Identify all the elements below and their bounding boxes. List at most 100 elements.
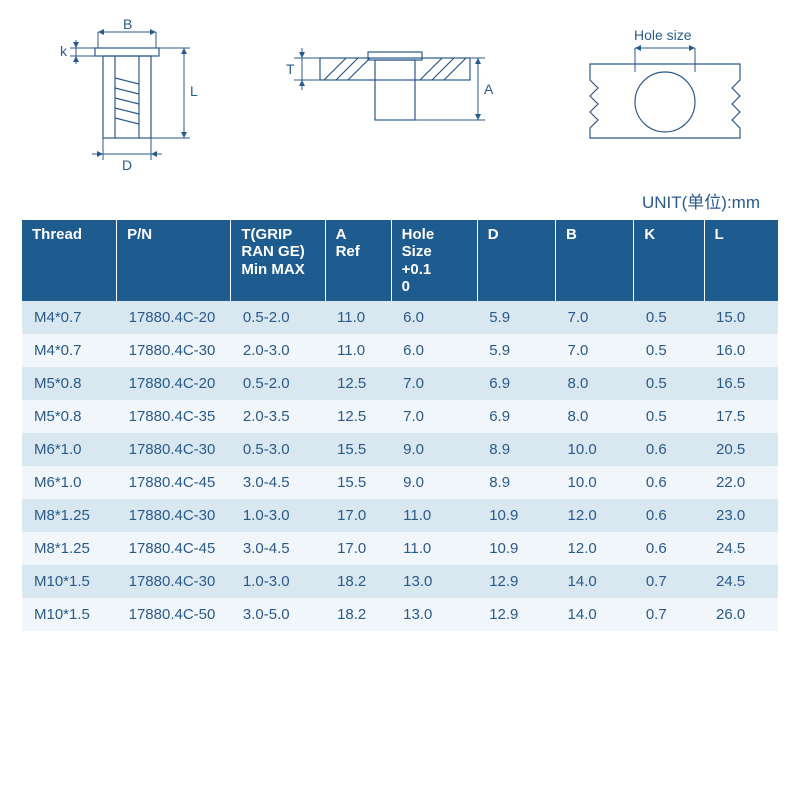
- table-cell: M5*0.8: [22, 400, 117, 433]
- table-row: M10*1.517880.4C-503.0-5.018.213.012.914.…: [22, 598, 778, 631]
- table-cell: 0.6: [634, 433, 704, 466]
- spec-table-wrap: Thread P/N T(GRIPRAN GE)Min MAX ARef Hol…: [22, 220, 778, 631]
- table-cell: 0.5-3.0: [231, 433, 325, 466]
- table-cell: 15.5: [325, 433, 391, 466]
- table-cell: 3.0-4.5: [231, 532, 325, 565]
- table-row: M8*1.2517880.4C-453.0-4.517.011.010.912.…: [22, 532, 778, 565]
- table-row: M6*1.017880.4C-300.5-3.015.59.08.910.00.…: [22, 433, 778, 466]
- col-b: B: [556, 220, 634, 301]
- col-thread: Thread: [22, 220, 117, 301]
- table-cell: M8*1.25: [22, 532, 117, 565]
- table-cell: 0.7: [634, 598, 704, 631]
- diagram-middle: T A: [280, 18, 500, 178]
- table-cell: 10.9: [477, 532, 555, 565]
- table-cell: 17880.4C-45: [117, 532, 231, 565]
- table-cell: 5.9: [477, 334, 555, 367]
- table-cell: 17880.4C-45: [117, 466, 231, 499]
- label-A: A: [484, 81, 494, 97]
- table-cell: 2.0-3.5: [231, 400, 325, 433]
- diagram-right-svg: Hole size: [570, 18, 760, 178]
- table-cell: 6.9: [477, 400, 555, 433]
- unit-label: UNIT(单位):mm: [642, 188, 760, 213]
- table-cell: 2.0-3.0: [231, 334, 325, 367]
- table-cell: 8.9: [477, 433, 555, 466]
- table-cell: 8.0: [556, 400, 634, 433]
- table-cell: 1.0-3.0: [231, 499, 325, 532]
- table-cell: 0.5: [634, 334, 704, 367]
- table-row: M10*1.517880.4C-301.0-3.018.213.012.914.…: [22, 565, 778, 598]
- table-cell: 7.0: [556, 334, 634, 367]
- table-cell: 7.0: [391, 367, 477, 400]
- table-cell: 6.0: [391, 301, 477, 334]
- table-cell: 12.9: [477, 598, 555, 631]
- label-k: k: [60, 43, 68, 59]
- table-cell: 16.0: [704, 334, 778, 367]
- table-cell: 0.7: [634, 565, 704, 598]
- table-cell: 6.0: [391, 334, 477, 367]
- table-cell: 13.0: [391, 598, 477, 631]
- table-cell: 17880.4C-35: [117, 400, 231, 433]
- table-cell: M10*1.5: [22, 565, 117, 598]
- table-cell: M4*0.7: [22, 301, 117, 334]
- table-cell: M6*1.0: [22, 466, 117, 499]
- table-cell: 18.2: [325, 565, 391, 598]
- table-cell: 17880.4C-50: [117, 598, 231, 631]
- table-cell: M10*1.5: [22, 598, 117, 631]
- diagram-row: B k L D: [0, 0, 800, 178]
- table-cell: 8.0: [556, 367, 634, 400]
- table-cell: 10.0: [556, 433, 634, 466]
- table-cell: 17880.4C-30: [117, 433, 231, 466]
- table-cell: 11.0: [325, 334, 391, 367]
- table-cell: 0.5-2.0: [231, 367, 325, 400]
- table-cell: 10.9: [477, 499, 555, 532]
- table-cell: 0.6: [634, 499, 704, 532]
- diagram-left-svg: B k L D: [40, 18, 210, 178]
- table-row: M4*0.717880.4C-302.0-3.011.06.05.97.00.5…: [22, 334, 778, 367]
- col-a: ARef: [325, 220, 391, 301]
- label-T: T: [286, 61, 295, 77]
- table-cell: 0.5-2.0: [231, 301, 325, 334]
- table-row: M4*0.717880.4C-200.5-2.011.06.05.97.00.5…: [22, 301, 778, 334]
- table-cell: 23.0: [704, 499, 778, 532]
- table-cell: 5.9: [477, 301, 555, 334]
- col-d: D: [477, 220, 555, 301]
- table-cell: 17.5: [704, 400, 778, 433]
- table-cell: 3.0-4.5: [231, 466, 325, 499]
- table-cell: M4*0.7: [22, 334, 117, 367]
- table-cell: 18.2: [325, 598, 391, 631]
- table-header-row: Thread P/N T(GRIPRAN GE)Min MAX ARef Hol…: [22, 220, 778, 301]
- col-k: K: [634, 220, 704, 301]
- table-cell: 11.0: [325, 301, 391, 334]
- label-L: L: [190, 83, 198, 99]
- table-cell: 7.0: [391, 400, 477, 433]
- table-body: M4*0.717880.4C-200.5-2.011.06.05.97.00.5…: [22, 301, 778, 631]
- spec-table: Thread P/N T(GRIPRAN GE)Min MAX ARef Hol…: [22, 220, 778, 631]
- table-cell: 12.0: [556, 499, 634, 532]
- table-cell: 0.5: [634, 400, 704, 433]
- col-pn: P/N: [117, 220, 231, 301]
- table-cell: 11.0: [391, 499, 477, 532]
- table-cell: 9.0: [391, 433, 477, 466]
- table-cell: 11.0: [391, 532, 477, 565]
- table-cell: 8.9: [477, 466, 555, 499]
- table-cell: 16.5: [704, 367, 778, 400]
- table-cell: 13.0: [391, 565, 477, 598]
- table-cell: 17.0: [325, 499, 391, 532]
- table-cell: 14.0: [556, 598, 634, 631]
- table-cell: 17880.4C-30: [117, 565, 231, 598]
- table-cell: 26.0: [704, 598, 778, 631]
- table-cell: 17880.4C-30: [117, 334, 231, 367]
- table-row: M6*1.017880.4C-453.0-4.515.59.08.910.00.…: [22, 466, 778, 499]
- table-cell: 24.5: [704, 565, 778, 598]
- col-l: L: [704, 220, 778, 301]
- table-row: M5*0.817880.4C-352.0-3.512.57.06.98.00.5…: [22, 400, 778, 433]
- table-cell: 0.5: [634, 301, 704, 334]
- table-cell: 0.5: [634, 367, 704, 400]
- diagram-middle-svg: T A: [280, 18, 500, 178]
- table-cell: 12.0: [556, 532, 634, 565]
- col-t: T(GRIPRAN GE)Min MAX: [231, 220, 325, 301]
- label-D: D: [122, 157, 132, 173]
- table-row: M8*1.2517880.4C-301.0-3.017.011.010.912.…: [22, 499, 778, 532]
- table-cell: M5*0.8: [22, 367, 117, 400]
- table-cell: 20.5: [704, 433, 778, 466]
